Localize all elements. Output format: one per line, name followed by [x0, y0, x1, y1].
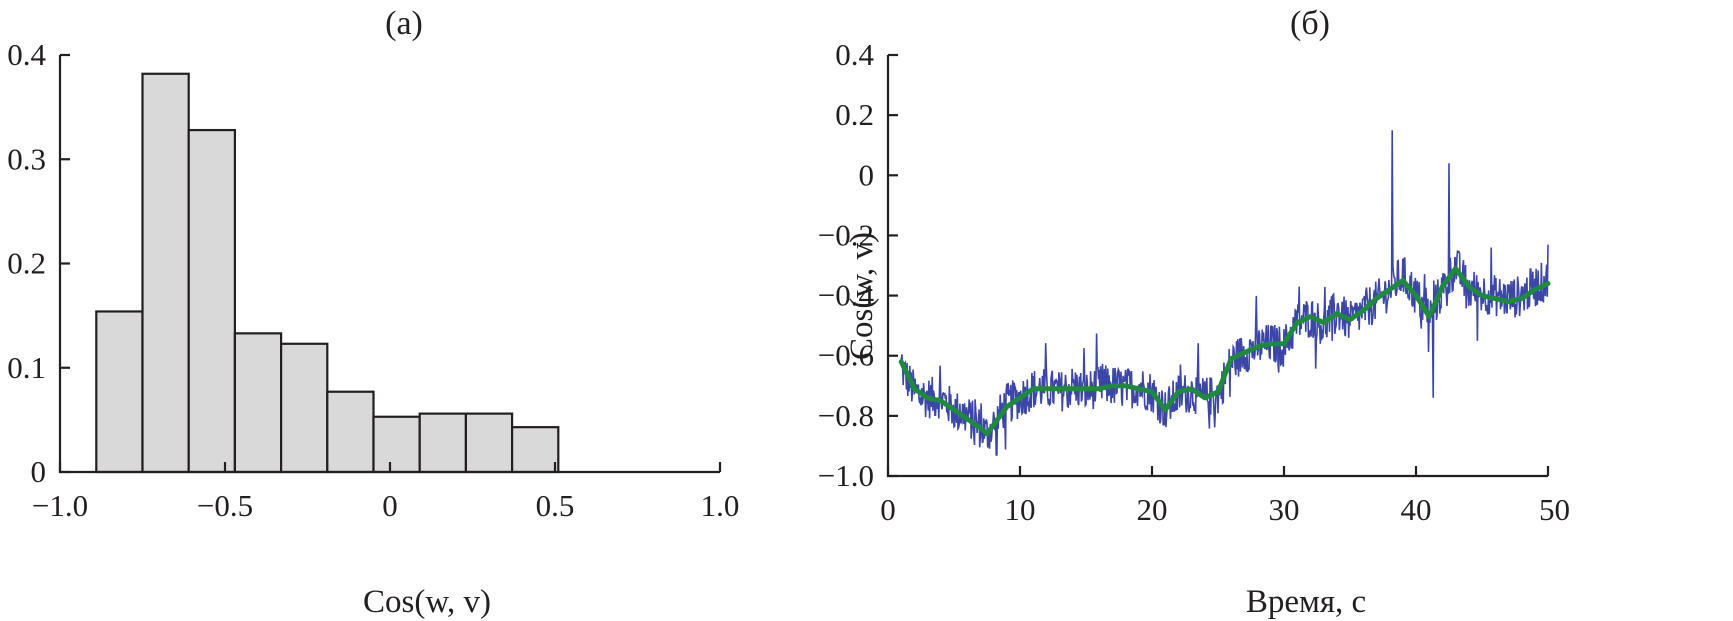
histogram-bar: [280, 342, 329, 474]
histogram-bars: [95, 72, 560, 474]
histogram-bar: [233, 332, 283, 474]
timeseries-y-axis-title: Cos(w, v): [844, 232, 880, 360]
histogram-axes: 0 0.1 0.2 0.3 0.4 −1.0 −0.5 0 0.5 1.0: [7, 37, 739, 523]
timeseries-y-tick-label: 0.4: [835, 37, 874, 72]
histogram-y-tick-label: 0.2: [7, 246, 46, 281]
histogram-bar: [141, 72, 190, 474]
timeseries-panel-label: (б): [1290, 5, 1330, 42]
timeseries-y-tick-label: −0.6: [818, 338, 874, 373]
histogram-x-tick-label: −1.0: [32, 488, 88, 523]
timeseries-lines: [898, 130, 1551, 456]
timeseries-x-tick-label: 0: [880, 492, 896, 527]
timeseries-y-tick-label: −0.4: [818, 278, 875, 313]
timeseries-y-tick-label: 0: [859, 157, 875, 192]
timeseries-y-tick-label: −1.0: [818, 458, 874, 493]
timeseries-x-tick-label: 40: [1401, 492, 1432, 527]
histogram-y-tick-label: 0.1: [7, 350, 46, 385]
histogram-bar: [326, 390, 375, 474]
histogram-bar: [510, 426, 560, 474]
timeseries-y-tick-label: 0.2: [835, 97, 874, 132]
histogram-bar: [372, 415, 421, 474]
timeseries-x-tick-label: 10: [1005, 492, 1036, 527]
histogram-x-tick-label: 0.5: [536, 488, 575, 523]
histogram-x-tick-label: 0: [382, 488, 398, 523]
histogram-y-tick-label: 0.4: [7, 37, 46, 72]
timeseries-panel: (б) −1.0 −0.8 −0.6 −0.4 −0.2 0 0.2 0.4 0 10 20 30 40…: [818, 5, 1570, 620]
timeseries-y-tick-label: −0.8: [818, 398, 874, 433]
histogram-x-tick-label: 1.0: [701, 488, 740, 523]
histogram-y-tick-label: 0: [31, 454, 47, 489]
timeseries-x-tick-label: 30: [1269, 492, 1300, 527]
histogram-bar: [464, 412, 514, 474]
histogram-x-tick-label: −0.5: [197, 488, 253, 523]
histogram-x-axis-title: Cos(w, v): [363, 584, 491, 620]
timeseries-x-axis-title: Время, с: [1246, 584, 1366, 620]
histogram-bar: [418, 412, 468, 474]
smoothed-signal-line: [898, 266, 1551, 437]
timeseries-y-tick-label: −0.2: [818, 217, 874, 252]
timeseries-x-tick-label: 50: [1539, 492, 1570, 527]
histogram-panel: (а) 0 0.1 0.2 0.3 0.4 −1.0 −0.5 0 0.5 1.0 Cos(w, …: [7, 5, 739, 620]
histogram-bar: [95, 310, 144, 474]
timeseries-x-tick-label: 20: [1137, 492, 1168, 527]
histogram-panel-label: (а): [385, 5, 423, 42]
histogram-y-tick-label: 0.3: [7, 141, 46, 176]
timeseries-axes: −1.0 −0.8 −0.6 −0.4 −0.2 0 0.2 0.4 0 10 20 30 40 50: [818, 37, 1570, 527]
histogram-bar: [187, 128, 236, 474]
raw-signal-line: [900, 130, 1549, 456]
